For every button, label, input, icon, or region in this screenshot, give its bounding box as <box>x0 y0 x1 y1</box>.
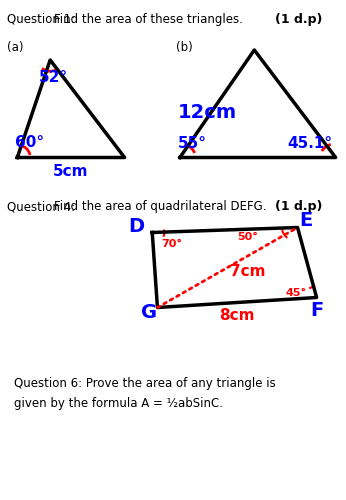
Text: D: D <box>129 216 145 236</box>
Text: (1 d.p): (1 d.p) <box>275 12 322 26</box>
Text: 8cm: 8cm <box>219 308 255 324</box>
Text: Find the area of these triangles.: Find the area of these triangles. <box>54 12 243 26</box>
Text: Question 1:: Question 1: <box>7 12 75 26</box>
Text: (1 d.p): (1 d.p) <box>275 200 322 213</box>
Text: 12cm: 12cm <box>178 103 237 122</box>
Text: F: F <box>310 302 323 320</box>
Text: Find the area of quadrilateral DEFG.: Find the area of quadrilateral DEFG. <box>54 200 266 213</box>
Text: 50°: 50° <box>237 232 258 242</box>
Text: 45.1°: 45.1° <box>287 136 332 152</box>
Text: 60°: 60° <box>15 135 44 150</box>
Text: 70°: 70° <box>161 239 182 249</box>
Text: 5cm: 5cm <box>53 164 89 178</box>
Text: E: E <box>300 212 313 231</box>
Text: Question 6: Prove the area of any triangle is
given by the formula A = ½abSinC.: Question 6: Prove the area of any triang… <box>14 378 276 410</box>
Text: (b): (b) <box>176 41 193 54</box>
Text: 52°: 52° <box>39 70 68 85</box>
Text: Question 4:: Question 4: <box>7 200 75 213</box>
Text: 45°: 45° <box>285 288 307 298</box>
Text: (a): (a) <box>7 41 24 54</box>
Text: 7cm: 7cm <box>230 264 265 278</box>
Text: 55°: 55° <box>177 136 207 152</box>
Text: G: G <box>141 303 157 322</box>
